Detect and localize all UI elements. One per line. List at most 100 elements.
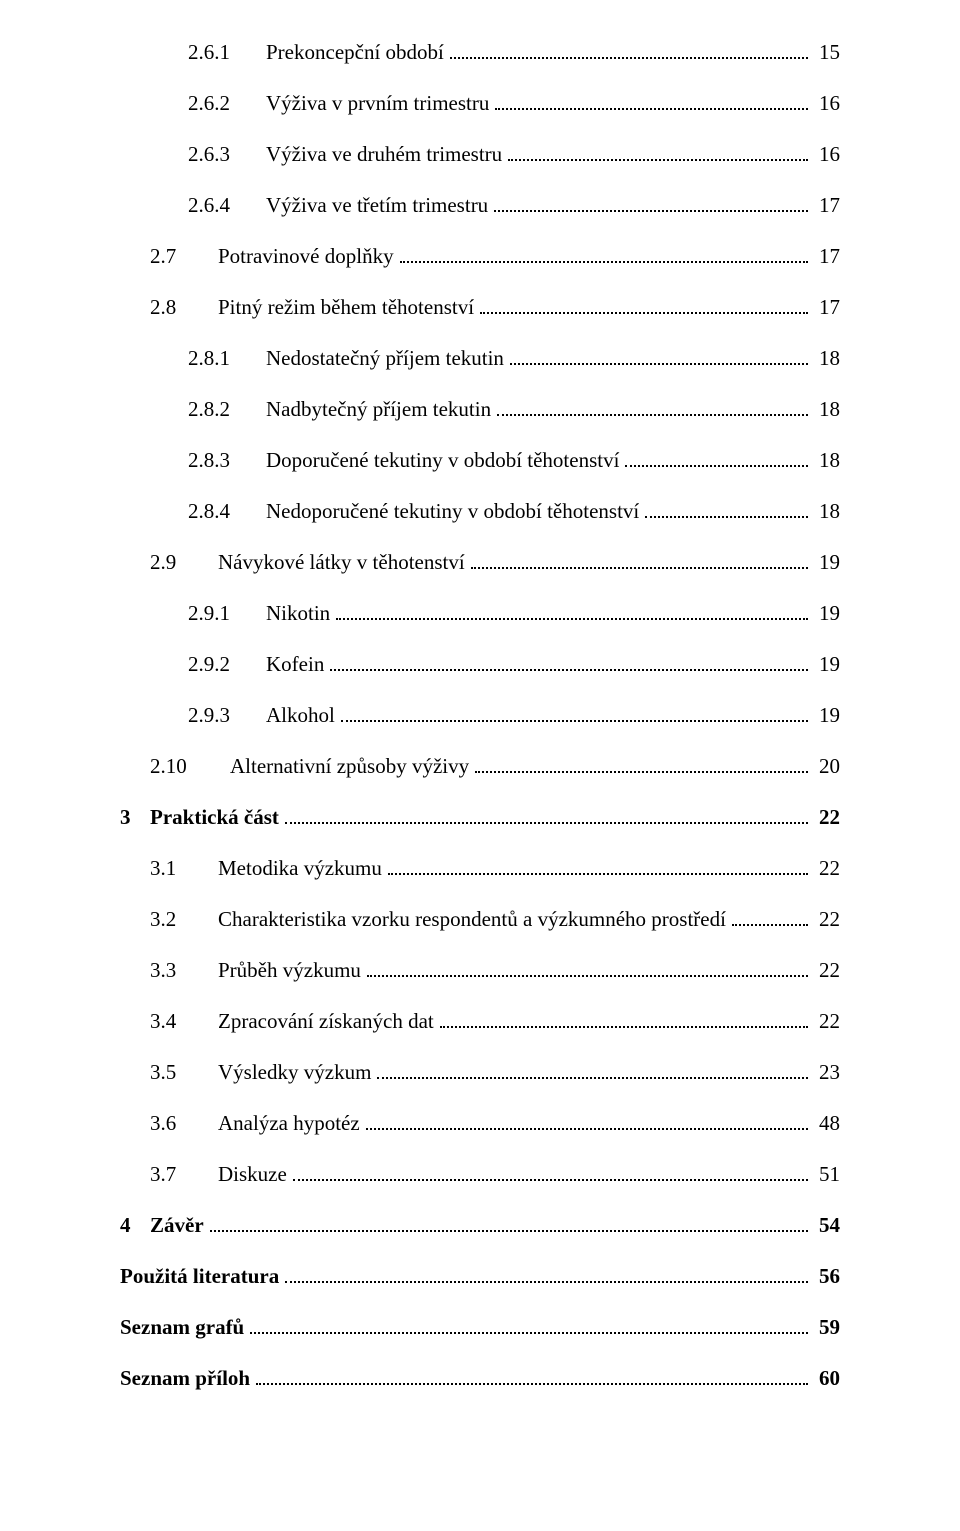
toc-entry-page: 48 <box>812 1111 840 1136</box>
toc-row: 3.2Charakteristika vzorku respondentů a … <box>150 907 840 932</box>
toc-entry-page: 54 <box>812 1213 840 1238</box>
toc-leader-dots <box>388 861 808 875</box>
toc-leader-dots <box>625 453 808 467</box>
toc-entry-title: Seznam grafů <box>120 1315 244 1340</box>
toc-row: 2.6.2Výživa v prvním trimestru 16 <box>188 91 840 116</box>
toc-row: Seznam grafů 59 <box>120 1315 840 1340</box>
toc-row: 2.10Alternativní způsoby výživy20 <box>150 754 840 779</box>
toc-entry-number: 2.6.1 <box>188 40 266 65</box>
toc-entry-title: Použitá literatura <box>120 1264 279 1289</box>
toc-leader-dots <box>400 249 808 263</box>
toc-entry-number: 4 <box>120 1213 150 1238</box>
toc-leader-dots <box>366 1116 808 1130</box>
toc-leader-dots <box>336 606 808 620</box>
toc-entry-title: Kofein <box>266 652 324 677</box>
toc-entry-number: 3.2 <box>150 907 218 932</box>
toc-entry-number: 2.6.2 <box>188 91 266 116</box>
toc-entry-number: 2.8 <box>150 295 218 320</box>
toc-entry-page: 19 <box>812 652 840 677</box>
toc-entry-title: Závěr <box>150 1213 204 1238</box>
toc-entry-page: 18 <box>812 346 840 371</box>
toc-leader-dots <box>330 657 808 671</box>
toc-entry-page: 19 <box>812 550 840 575</box>
toc-entry-number: 2.6.3 <box>188 142 266 167</box>
toc-entry-number: 3.3 <box>150 958 218 983</box>
toc-entry-page: 18 <box>812 397 840 422</box>
toc-leader-dots <box>450 45 808 59</box>
toc-entry-number: 2.8.1 <box>188 346 266 371</box>
toc-entry-title: Nadbytečný příjem tekutin <box>266 397 491 422</box>
toc-row: 3.6Analýza hypotéz 48 <box>150 1111 840 1136</box>
toc-leader-dots <box>495 96 808 110</box>
toc-entry-number: 2.10 <box>150 754 230 779</box>
toc-row: 2.9.1Nikotin 19 <box>188 601 840 626</box>
toc-row: 3Praktická část22 <box>120 805 840 830</box>
toc-entry-title: Pitný režim během těhotenství <box>218 295 474 320</box>
toc-entry-number: 3.1 <box>150 856 218 881</box>
toc-entry-title: Analýza hypotéz <box>218 1111 360 1136</box>
toc-row: 3.7Diskuze51 <box>150 1162 840 1187</box>
toc-leader-dots <box>508 147 808 161</box>
toc-entry-number: 3.4 <box>150 1009 218 1034</box>
toc-entry-title: Nikotin <box>266 601 330 626</box>
toc-row: 2.9.3Alkohol19 <box>188 703 840 728</box>
toc-leader-dots <box>510 351 808 365</box>
toc-leader-dots <box>210 1218 808 1232</box>
toc-entry-number: 2.9.1 <box>188 601 266 626</box>
toc-entry-number: 2.9 <box>150 550 218 575</box>
toc-entry-page: 22 <box>812 907 840 932</box>
toc-entry-title: Zpracování získaných dat <box>218 1009 434 1034</box>
toc-entry-title: Výživa ve druhém trimestru <box>266 142 502 167</box>
toc-leader-dots <box>293 1167 808 1181</box>
toc-row: 2.6.4Výživa ve třetím trimestru17 <box>188 193 840 218</box>
toc-entry-number: 3.6 <box>150 1111 218 1136</box>
toc-leader-dots <box>494 198 808 212</box>
toc-entry-page: 19 <box>812 601 840 626</box>
toc-entry-number: 2.7 <box>150 244 218 269</box>
toc-entry-title: Nedoporučené tekutiny v období těhotenst… <box>266 499 639 524</box>
toc-row: 2.8.3Doporučené tekutiny v období těhote… <box>188 448 840 473</box>
toc-entry-page: 22 <box>812 856 840 881</box>
toc-entry-page: 22 <box>812 805 840 830</box>
toc-entry-title: Potravinové doplňky <box>218 244 394 269</box>
toc-row: 2.7Potravinové doplňky 17 <box>150 244 840 269</box>
toc-entry-title: Výživa v prvním trimestru <box>266 91 489 116</box>
toc-entry-number: 2.6.4 <box>188 193 266 218</box>
toc-entry-title: Návykové látky v těhotenství <box>218 550 465 575</box>
toc-leader-dots <box>732 912 808 926</box>
toc-entry-page: 16 <box>812 91 840 116</box>
toc-entry-page: 56 <box>812 1264 840 1289</box>
toc-leader-dots <box>645 504 808 518</box>
toc-entry-page: 22 <box>812 1009 840 1034</box>
toc-leader-dots <box>367 963 808 977</box>
toc-leader-dots <box>250 1320 808 1334</box>
toc-entry-page: 17 <box>812 244 840 269</box>
toc-leader-dots <box>285 810 808 824</box>
table-of-contents: 2.6.1Prekoncepční období 15 2.6.2Výživa v … <box>120 40 840 1391</box>
toc-entry-page: 59 <box>812 1315 840 1340</box>
toc-row: 2.6.3Výživa ve druhém trimestru16 <box>188 142 840 167</box>
toc-entry-title: Diskuze <box>218 1162 287 1187</box>
toc-entry-number: 2.9.2 <box>188 652 266 677</box>
toc-row: 4Závěr 54 <box>120 1213 840 1238</box>
toc-entry-number: 2.9.3 <box>188 703 266 728</box>
toc-entry-title: Doporučené tekutiny v období těhotenství <box>266 448 619 473</box>
toc-entry-page: 20 <box>812 754 840 779</box>
toc-row: 2.9.2Kofein 19 <box>188 652 840 677</box>
toc-entry-title: Prekoncepční období <box>266 40 444 65</box>
toc-entry-number: 3.5 <box>150 1060 218 1085</box>
toc-entry-title: Průběh výzkumu <box>218 958 361 983</box>
toc-entry-number: 3 <box>120 805 150 830</box>
toc-entry-page: 15 <box>812 40 840 65</box>
toc-leader-dots <box>480 300 808 314</box>
toc-leader-dots <box>256 1371 808 1385</box>
toc-entry-number: 2.8.4 <box>188 499 266 524</box>
toc-row: 2.9Návykové látky v těhotenství 19 <box>150 550 840 575</box>
toc-entry-page: 18 <box>812 499 840 524</box>
toc-entry-title: Alkohol <box>266 703 335 728</box>
toc-row: 2.8.4Nedoporučené tekutiny v období těho… <box>188 499 840 524</box>
toc-entry-title: Metodika výzkumu <box>218 856 382 881</box>
toc-row: Seznam příloh60 <box>120 1366 840 1391</box>
toc-leader-dots <box>440 1014 808 1028</box>
toc-leader-dots <box>341 708 808 722</box>
